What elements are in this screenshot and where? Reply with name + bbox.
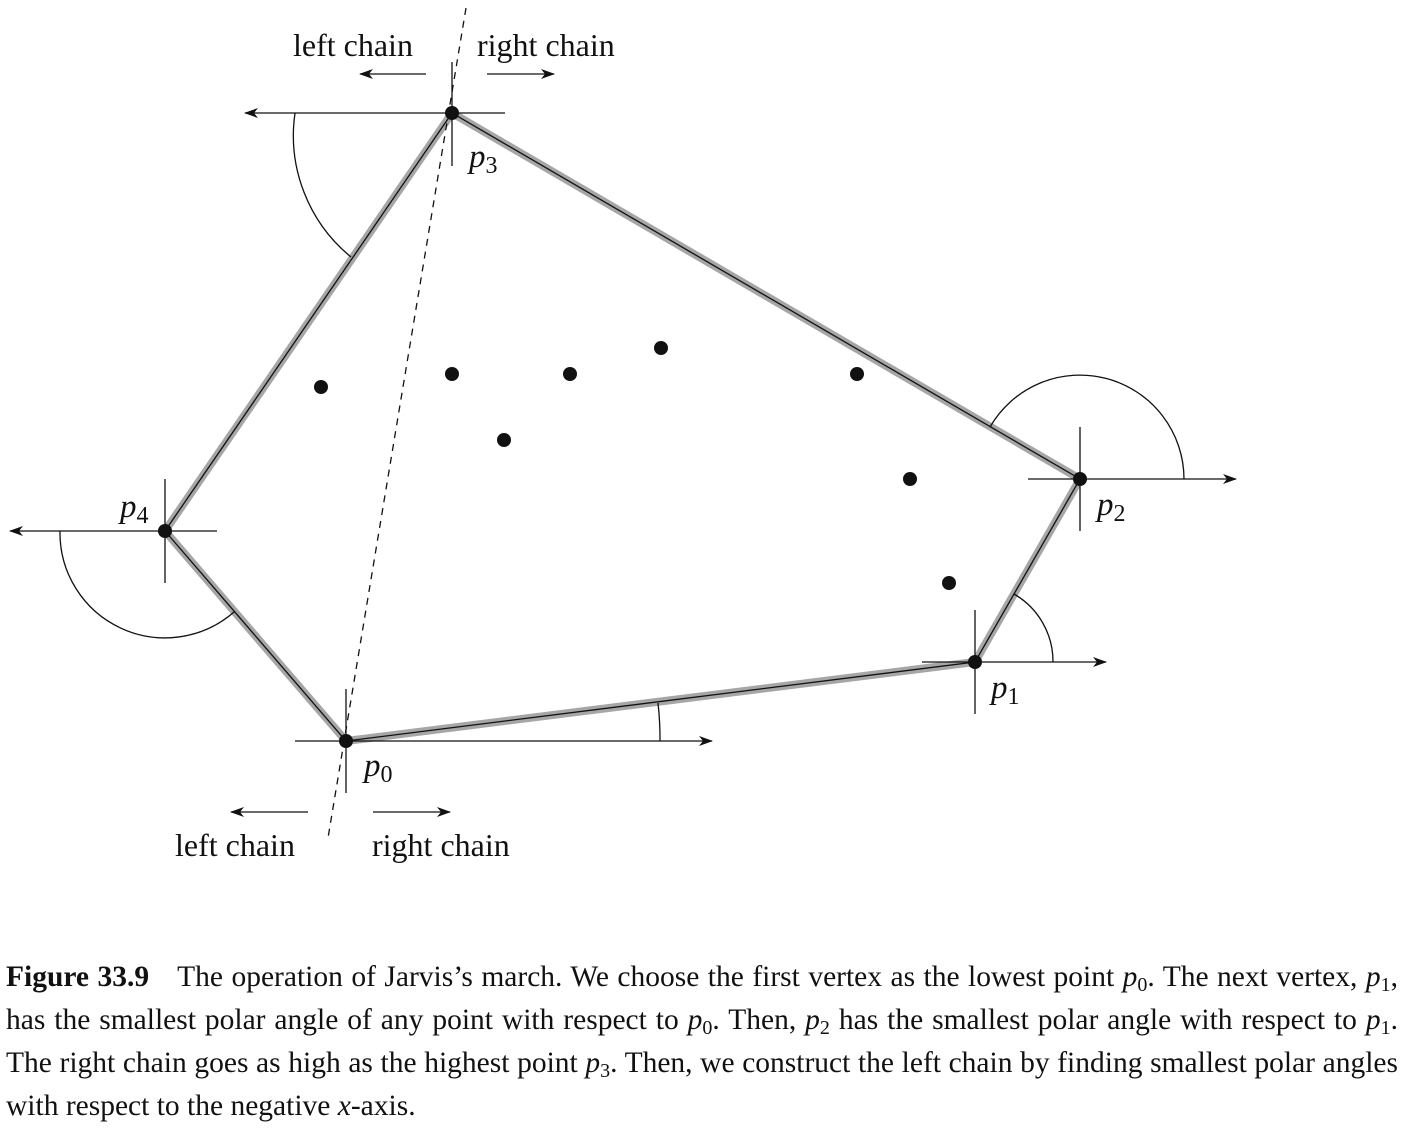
p0-label: p0: [362, 748, 393, 788]
jarvis-march-diagram: left chain right chain left chain right …: [9, 7, 1237, 863]
vertex-p0: [339, 734, 353, 748]
figure-number: Figure 33.9: [6, 961, 150, 993]
p4-axes: [9, 479, 235, 639]
p2-angle-arc: [989, 374, 1185, 480]
top-right-chain-label: right chain: [477, 27, 615, 63]
chain-arrows: [230, 69, 555, 817]
interior-point: [497, 433, 511, 447]
p4-label: p4: [118, 489, 149, 529]
interior-point: [850, 367, 864, 381]
p3-label: p3: [467, 139, 498, 179]
vertex-p3: [445, 106, 459, 120]
figure-caption: Figure 33.9 The operation of Jarvis’s mar…: [6, 961, 1399, 1122]
p1-angle-arc: [1013, 593, 1054, 663]
interior-points: [314, 341, 956, 590]
hull-vertices: [158, 106, 1087, 748]
interior-point: [903, 472, 917, 486]
p1-label: p1: [989, 670, 1020, 710]
interior-point: [314, 380, 328, 394]
hull-highlight: [161, 109, 1084, 745]
chain-divider-dashed-line: [327, 7, 467, 839]
convex-hull: [161, 109, 1084, 745]
vertex-p1: [968, 655, 982, 669]
p4-angle-arc: [59, 530, 235, 639]
interior-point: [445, 367, 459, 381]
interior-point: [942, 576, 956, 590]
interior-point: [654, 341, 668, 355]
p3-angle-arc: [292, 112, 352, 258]
vertex-p4: [158, 524, 172, 538]
bottom-right-chain-label: right chain: [372, 827, 510, 863]
p1-axes: [922, 593, 1107, 714]
p2-label: p2: [1095, 487, 1126, 527]
vertex-p2: [1073, 472, 1087, 486]
interior-point: [563, 367, 577, 381]
hull-edges: [164, 112, 1081, 742]
top-left-chain-label: left chain: [293, 27, 413, 63]
p0-angle-arc: [657, 702, 661, 742]
bottom-left-chain-label: left chain: [175, 827, 295, 863]
